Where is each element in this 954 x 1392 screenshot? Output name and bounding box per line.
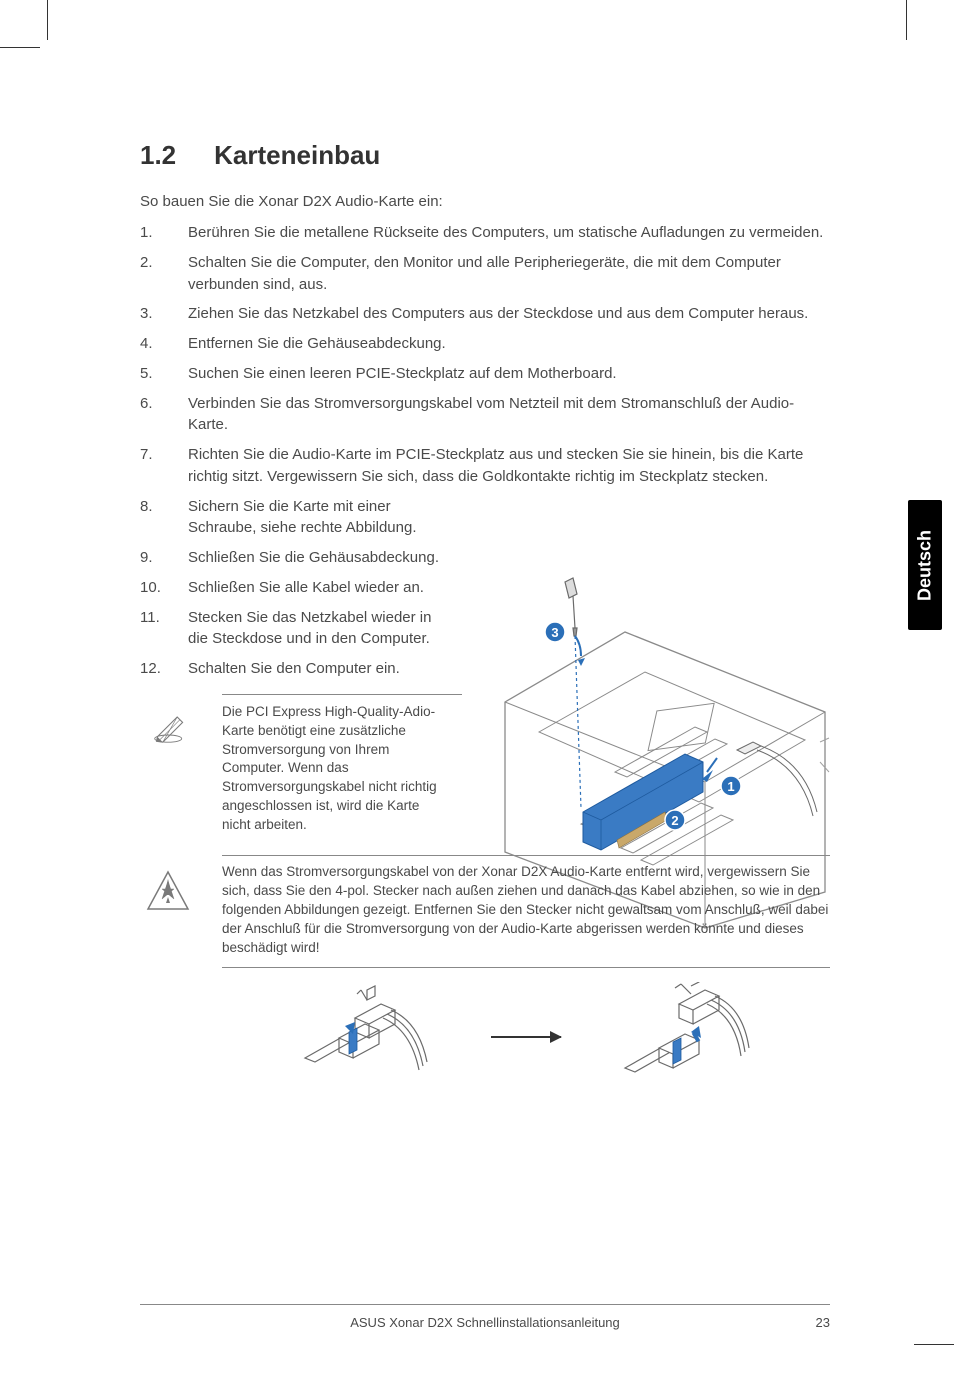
crop-mark [0,47,40,48]
step-item: Berühren Sie die metallene Rückseite des… [140,222,830,244]
step-item: Schalten Sie die Computer, den Monitor u… [140,252,830,296]
arrow-icon [491,1036,561,1038]
step-item: Schließen Sie alle Kabel wieder an. [140,577,450,599]
intro-text: So bauen Sie die Xonar D2X Audio-Karte e… [140,193,830,210]
svg-text:2: 2 [671,813,678,828]
svg-text:1: 1 [727,779,734,794]
step-item: Suchen Sie einen leeren PCIE-Steckplatz … [140,363,830,385]
warning-text: Wenn das Stromversorgungskabel von der X… [222,863,830,957]
note-box: Die PCI Express High-Quality-Adio-Karte … [140,694,450,835]
crop-mark [906,0,907,40]
connector-before-figure [301,982,431,1092]
step-item: Schalten Sie den Computer ein. [140,658,450,680]
step-item: Ziehen Sie das Netzkabel des Computers a… [140,303,830,325]
page-number: 23 [790,1315,830,1330]
step-item: Sichern Sie die Karte mit einer Schraube… [140,496,450,540]
step-item: Stecken Sie das Netzkabel wieder in die … [140,607,450,651]
footer-spacer [140,1315,180,1330]
step-item: Entfernen Sie die Gehäuseabdeckung. [140,333,830,355]
crop-mark [47,0,48,40]
note-text: Die PCI Express High-Quality-Adio-Karte … [222,703,450,835]
heading-title: Karteneinbau [214,140,380,170]
step-item: Schließen Sie die Gehäusabdeckung. [140,547,450,569]
svg-text:3: 3 [551,625,558,640]
divider [222,967,830,968]
warning-box: Wenn das Stromversorgungskabel von der X… [140,863,830,1092]
heading-number: 1.2 [140,140,176,171]
connector-figures [222,982,830,1092]
connector-after-figure [621,982,751,1092]
step-item: Richten Sie die Audio-Karte im PCIE-Stec… [140,444,830,488]
warning-icon [146,869,190,913]
language-tab: Deutsch [908,500,942,630]
divider [222,694,462,695]
crop-mark [914,1344,954,1345]
footer-title: ASUS Xonar D2X Schnellinstallationsanlei… [180,1315,790,1330]
page-content: 1.2 Karteneinbau So bauen Sie die Xonar D… [140,140,830,1092]
divider [222,855,830,856]
step-item: Verbinden Sie das Stromversorgungskabel … [140,393,830,437]
pencil-icon [152,708,188,744]
page-footer: ASUS Xonar D2X Schnellinstallationsanlei… [140,1304,830,1330]
section-heading: 1.2 Karteneinbau [140,140,830,171]
